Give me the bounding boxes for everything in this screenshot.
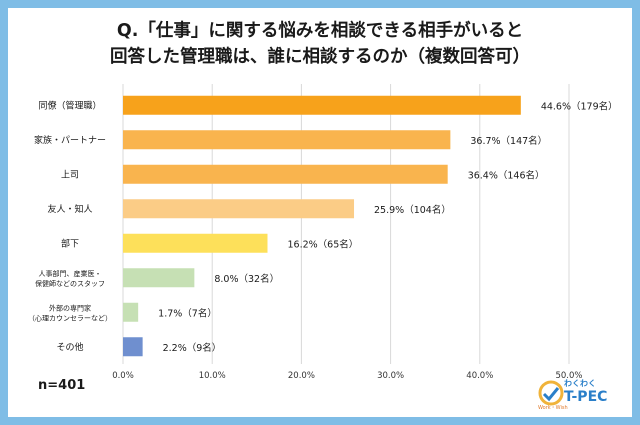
tpec-logo: わくわく T-PEC Work・Wish [538, 378, 628, 412]
bar [123, 164, 448, 184]
value-label: 16.2%（65名） [288, 238, 359, 250]
bar [123, 233, 268, 253]
value-label: 36.7%（147名） [470, 135, 547, 147]
category-label: （心理カウンセラーなど） [28, 314, 112, 322]
logo-main-text: T-PEC [564, 389, 608, 405]
category-label: 外部の専門家 [49, 303, 91, 312]
value-label: 2.2%（9名） [163, 342, 222, 354]
bar [123, 302, 139, 322]
sample-size: n=401 [38, 378, 86, 393]
chart-title-line1: Q.「仕事」に関する悩みを相談できる相手がいると [116, 21, 524, 41]
category-label: その他 [56, 341, 83, 353]
bar [123, 95, 521, 115]
category-label: 家族・パートナー [34, 134, 106, 146]
x-tick-label: 30.0% [377, 371, 404, 381]
x-tick-label: 50.0% [555, 371, 582, 381]
logo-icon [538, 380, 564, 406]
value-label: 8.0%（32名） [214, 273, 279, 285]
category-label: 友人・知人 [47, 203, 92, 215]
value-label: 36.4%（146名） [468, 169, 545, 181]
chart-card: Q.「仕事」に関する悩みを相談できる相手がいると 回答した管理職は、誰に相談する… [8, 8, 632, 417]
chart-title-line2: 回答した管理職は、誰に相談するのか（複数回答可） [110, 47, 530, 67]
category-label: 人事部門、産業医・ [39, 269, 102, 278]
category-label: 保健師などのスタッフ [35, 279, 105, 288]
bar [123, 337, 143, 357]
category-label: 上司 [61, 169, 79, 180]
bar [123, 130, 451, 150]
category-label: 同僚（管理職） [38, 99, 101, 111]
x-tick-label: 40.0% [466, 371, 493, 381]
bar [123, 268, 195, 288]
value-label: 44.6%（179名） [541, 100, 618, 112]
category-label: 部下 [61, 237, 79, 249]
x-tick-label: 20.0% [288, 371, 315, 381]
chart-title: Q.「仕事」に関する悩みを相談できる相手がいると 回答した管理職は、誰に相談する… [8, 18, 632, 70]
bar [123, 199, 355, 219]
x-tick-label: 0.0% [112, 371, 134, 381]
value-label: 1.7%（7名） [158, 307, 217, 319]
bar-chart: 0.0% 10.0% 20.0% 30.0% 40.0% 50.0% 同僚（管理職） 44.6… [28, 84, 618, 381]
logo-tag-text: Work・Wish [538, 405, 568, 411]
value-label: 25.9%（104名） [374, 204, 451, 216]
logo-sub-text: わくわく [564, 379, 596, 388]
x-tick-label: 10.0% [199, 371, 226, 381]
